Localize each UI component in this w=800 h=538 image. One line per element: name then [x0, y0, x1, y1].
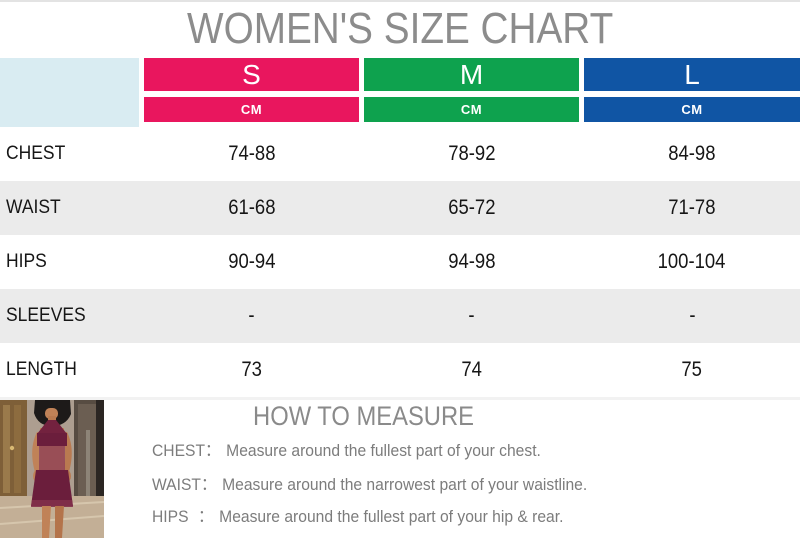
row-label-waist: WAIST: [6, 197, 61, 218]
measure-line-hips: HIPS ： Measure around the fullest part of …: [152, 507, 599, 527]
unit-cell-m: CM: [364, 97, 579, 122]
hips-value-l: 100-104: [658, 250, 726, 273]
length-value-m: 74: [461, 358, 482, 381]
sleeves-value-s: -: [248, 304, 255, 327]
waist-value-s: 61-68: [227, 196, 276, 219]
measure-line-waist: WAIST： Measure around the narrowest part …: [152, 475, 625, 495]
table-corner-cell: [0, 58, 139, 127]
table-row-chest: CHEST 74-88 78-92 84-98: [0, 127, 800, 181]
hips-value-s: 90-94: [227, 250, 276, 273]
table-row-hips: HIPS 90-94 94-98 100-104: [0, 235, 800, 289]
row-label-chest: CHEST: [6, 143, 66, 164]
section-divider: [0, 397, 800, 400]
measure-chest-colon: ：: [205, 441, 221, 460]
chest-value-m: 78-92: [447, 142, 496, 165]
measure-waist-label: WAIST: [152, 475, 201, 494]
sleeves-value-l: -: [688, 304, 696, 327]
chest-value-s: 74-88: [227, 142, 276, 165]
measure-hips-label: HIPS: [152, 507, 189, 526]
top-divider: [0, 0, 800, 2]
size-header-s: S: [144, 58, 359, 91]
table-row-waist: WAIST 61-68 65-72 71-78: [0, 181, 800, 235]
size-header-s-label: S: [242, 58, 261, 90]
sleeves-value-m: -: [468, 304, 475, 327]
measure-line-chest: CHEST： Measure around the fullest part of…: [152, 441, 575, 461]
unit-label-s: CM: [240, 102, 263, 117]
unit-label-m: CM: [460, 102, 483, 117]
hips-value-m: 94-98: [447, 250, 496, 273]
size-header-l: L: [584, 58, 800, 91]
length-value-s: 73: [241, 358, 262, 381]
chest-value-l: 84-98: [668, 142, 716, 165]
measure-waist-text: Measure around the narrowest part of you…: [222, 475, 588, 494]
length-value-l: 75: [681, 358, 703, 381]
measure-hips-text: Measure around the fullest part of your …: [219, 507, 564, 526]
howto-title: HOW TO MEASURE: [253, 401, 475, 431]
measure-chest-text: Measure around the fullest part of your …: [226, 441, 541, 460]
product-photo: [0, 400, 104, 538]
unit-label-l: CM: [681, 102, 703, 117]
row-label-length: LENGTH: [6, 359, 77, 380]
unit-cell-s: CM: [144, 97, 359, 122]
page-title-text: WOMEN'S SIZE CHART: [186, 4, 614, 53]
measure-chest-label: CHEST: [152, 441, 206, 460]
waist-value-m: 65-72: [447, 196, 496, 219]
model-illustration: [0, 400, 104, 538]
table-row-sleeves: SLEEVES - - -: [0, 289, 800, 343]
row-label-hips: HIPS: [6, 251, 47, 272]
measure-waist-colon: ：: [200, 475, 217, 494]
page-title: WOMEN'S SIZE CHART: [0, 3, 800, 55]
size-header-m: M: [364, 58, 579, 91]
size-header-m-label: M: [459, 58, 484, 90]
size-header-l-label: L: [684, 58, 700, 90]
row-label-sleeves: SLEEVES: [6, 305, 86, 326]
unit-cell-l: CM: [584, 97, 800, 122]
waist-value-l: 71-78: [668, 196, 716, 219]
table-row-length: LENGTH 73 74 75: [0, 343, 800, 397]
measure-hips-colon: ：: [198, 507, 214, 526]
